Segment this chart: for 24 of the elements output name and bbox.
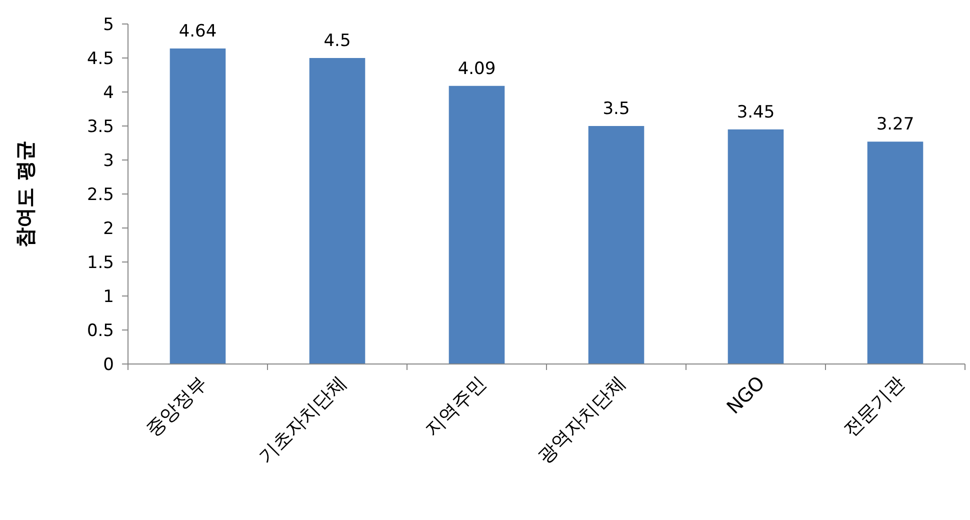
- bar: [588, 126, 644, 364]
- bar: [728, 129, 784, 364]
- bar: [448, 86, 505, 364]
- y-tick-label: 1: [103, 287, 114, 307]
- bar: [309, 58, 366, 364]
- y-tick-label: 1.5: [86, 253, 114, 273]
- y-tick-label: 5: [103, 15, 114, 35]
- y-tick-label: 0: [103, 355, 114, 375]
- y-tick-label: 3: [103, 151, 114, 171]
- data-label: 4.09: [458, 58, 496, 79]
- bar: [867, 142, 924, 364]
- data-label: 4.64: [178, 21, 217, 42]
- y-axis-title: 참여도 평균: [13, 140, 37, 248]
- y-tick-label: 4: [103, 83, 114, 103]
- y-tick-label: 2.5: [86, 185, 114, 205]
- data-label: 3.45: [736, 102, 775, 122]
- data-label: 4.5: [324, 31, 351, 51]
- bar: [170, 48, 226, 364]
- data-label: 3.5: [602, 99, 630, 119]
- y-tick-label: 2: [103, 219, 114, 239]
- y-tick-label: 0.5: [86, 321, 114, 341]
- y-tick-label: 3.5: [86, 117, 114, 137]
- data-label: 3.27: [876, 114, 914, 135]
- y-tick-label: 4.5: [86, 49, 114, 69]
